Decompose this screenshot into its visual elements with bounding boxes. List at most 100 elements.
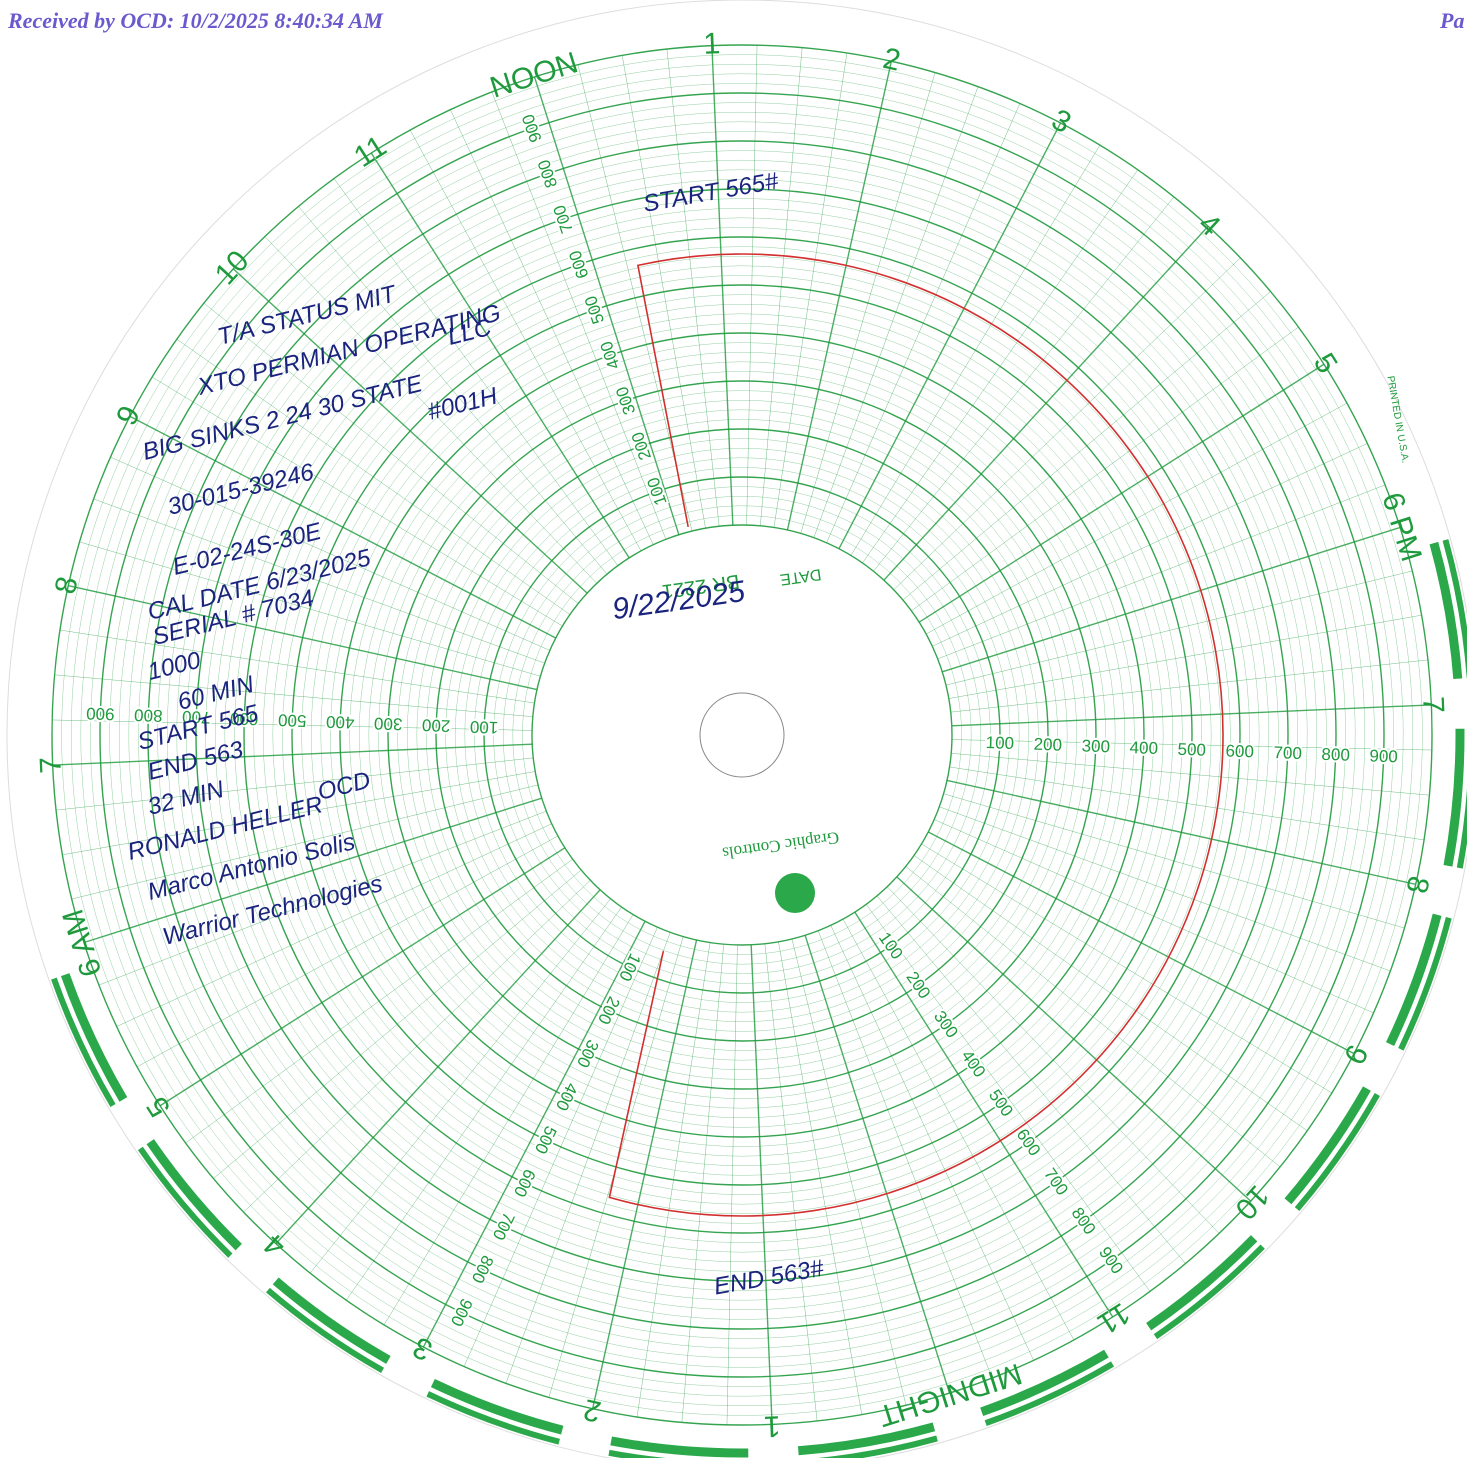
time-line xyxy=(951,739,1432,751)
time-line xyxy=(591,939,698,1409)
time-line xyxy=(681,944,724,1423)
grid-circle xyxy=(157,150,1327,1320)
night-band xyxy=(1442,539,1467,678)
center-hole xyxy=(699,692,785,778)
time-line xyxy=(773,53,848,528)
time-line xyxy=(934,819,1374,1014)
scale-label: 200 xyxy=(422,715,451,735)
pen-trace xyxy=(608,253,1224,1217)
grid-circle xyxy=(339,332,1145,1138)
night-band xyxy=(1398,917,1452,1051)
time-line xyxy=(275,889,601,1245)
date-label: DATE xyxy=(779,565,822,588)
time-line xyxy=(850,145,1101,556)
time-line xyxy=(409,129,642,551)
time-line xyxy=(791,938,907,1406)
grid-circle xyxy=(455,448,1029,1022)
time-line xyxy=(750,944,773,1425)
time-line xyxy=(883,225,1209,581)
grid-circle xyxy=(61,54,1423,1416)
grid-circle xyxy=(253,246,1231,1224)
scale-label: 500 xyxy=(1177,740,1206,760)
time-line xyxy=(129,415,557,639)
grid-circle xyxy=(282,275,1202,1195)
time-line xyxy=(813,86,979,538)
grid-circle xyxy=(128,121,1356,1349)
time-line xyxy=(804,935,951,1394)
time-line xyxy=(136,835,558,1068)
time-line xyxy=(370,152,630,559)
time-line xyxy=(913,855,1308,1131)
night-band xyxy=(265,1287,385,1373)
grid-circle xyxy=(167,160,1317,1310)
grid-circle xyxy=(522,515,962,955)
time-line xyxy=(939,806,1391,972)
night-band xyxy=(60,973,128,1102)
time-line xyxy=(185,859,573,1144)
hour-label: 8 xyxy=(49,574,85,597)
time-line xyxy=(937,484,1386,660)
time-line xyxy=(79,541,541,677)
scale-label: 800 xyxy=(134,705,163,725)
grid-circle xyxy=(272,265,1212,1205)
grid-circle xyxy=(291,284,1193,1186)
time-line xyxy=(636,942,711,1417)
night-band xyxy=(146,1139,242,1251)
grid-circle xyxy=(503,496,982,975)
night-band xyxy=(1385,913,1442,1047)
time-line xyxy=(505,932,671,1384)
time-line xyxy=(463,927,658,1367)
grid-circle xyxy=(359,352,1125,1118)
scale-label: 500 xyxy=(278,710,307,730)
time-line xyxy=(68,584,538,691)
time-line xyxy=(918,363,1325,623)
night-band xyxy=(1153,1244,1265,1340)
scale-label: 700 xyxy=(182,707,211,727)
time-line xyxy=(309,898,611,1274)
grid-circle xyxy=(426,419,1058,1051)
grid-circle xyxy=(512,505,972,965)
time-line xyxy=(746,45,758,526)
time-line xyxy=(942,526,1401,673)
grid-circle xyxy=(474,467,1010,1003)
time-line xyxy=(152,376,563,627)
grid-circle xyxy=(195,188,1289,1282)
time-line xyxy=(333,178,618,566)
time-line xyxy=(838,122,1062,550)
brand-logo xyxy=(775,873,815,913)
time-line xyxy=(873,196,1175,572)
time-line xyxy=(817,930,993,1379)
grid-circle xyxy=(147,140,1337,1330)
grid-circle xyxy=(301,294,1183,1176)
grid-circle xyxy=(224,217,1260,1253)
time-line xyxy=(621,55,706,529)
time-line xyxy=(110,456,550,651)
grid-circle xyxy=(445,438,1039,1032)
time-line xyxy=(911,326,1299,611)
time-line xyxy=(52,719,533,731)
time-line xyxy=(577,64,693,532)
time-line xyxy=(62,771,536,856)
grid-circle xyxy=(349,342,1135,1128)
time-line xyxy=(949,766,1424,841)
time-line xyxy=(830,925,1034,1361)
night-band xyxy=(610,1436,749,1458)
received-stamp: Received by OCD: 10/2/2025 8:40:34 AM xyxy=(7,8,384,33)
time-line xyxy=(905,866,1281,1168)
grid-circle xyxy=(80,73,1404,1397)
scale-label: 900 xyxy=(1369,746,1398,766)
scale-label: 100 xyxy=(470,717,499,737)
night-band xyxy=(980,1349,1109,1417)
grid-circle xyxy=(464,457,1020,1013)
time-line xyxy=(346,906,622,1301)
time-line xyxy=(943,793,1405,929)
hour-label: 1 xyxy=(703,27,721,61)
time-line xyxy=(71,784,539,900)
time-line xyxy=(896,876,1252,1202)
time-line xyxy=(383,914,634,1325)
grid-circle xyxy=(407,400,1077,1070)
time-line xyxy=(854,911,1114,1318)
time-line xyxy=(666,49,720,527)
time-line xyxy=(726,944,738,1425)
